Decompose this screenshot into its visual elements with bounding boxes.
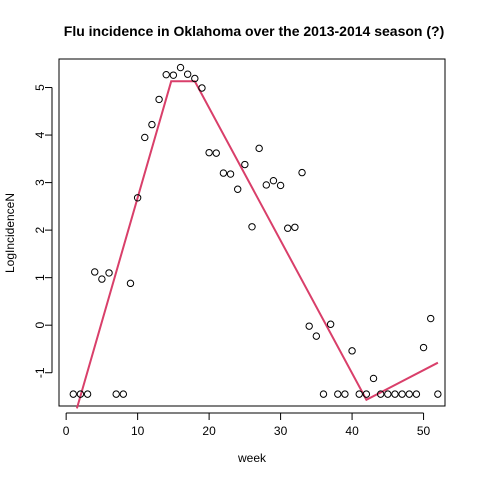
chart-title: Flu incidence in Oklahoma over the 2013-… [64,23,444,39]
data-point [327,321,333,327]
data-point [342,391,348,397]
data-point [306,323,312,329]
plot-frame [59,59,445,406]
data-point [313,333,319,339]
data-point [299,169,305,175]
data-point [84,391,90,397]
data-point [385,391,391,397]
data-point [199,85,205,91]
data-point [113,391,119,397]
data-point [356,391,362,397]
data-point [163,71,169,77]
data-point [70,391,76,397]
x-tick-label: 50 [417,424,431,438]
data-point [413,391,419,397]
data-point [127,280,133,286]
x-axis: 0 10 20 30 40 50 [63,413,431,438]
data-point [149,121,155,127]
y-axis: -1 0 1 2 3 4 5 [33,84,52,378]
data-point [277,182,283,188]
data-point [270,177,276,183]
x-tick-label: 40 [345,424,359,438]
data-point [256,145,262,151]
data-point [184,71,190,77]
data-point [242,161,248,167]
fit-line-layer [77,81,438,408]
data-point [99,276,105,282]
data-point [420,344,426,350]
data-point [292,224,298,230]
data-point [220,170,226,176]
y-axis-label: LogIncidenceN [3,193,17,273]
data-point [435,391,441,397]
data-point [170,72,176,78]
data-point [120,391,126,397]
data-point [92,269,98,275]
data-points [70,64,441,397]
x-axis-label: week [237,451,267,465]
x-tick-label: 0 [63,424,70,438]
data-point [142,134,148,140]
data-point [249,224,255,230]
data-point [177,64,183,70]
x-tick-label: 20 [202,424,216,438]
y-tick-label: 3 [33,179,47,186]
y-tick-label: 1 [33,274,47,281]
y-tick-label: 5 [33,84,47,91]
data-point [156,96,162,102]
data-point [213,150,219,156]
data-point [335,391,341,397]
y-tick-label: 2 [33,226,47,233]
data-point [263,182,269,188]
y-tick-label: -1 [33,367,47,378]
data-point [428,315,434,321]
data-point [106,270,112,276]
data-point [392,391,398,397]
data-point [399,391,405,397]
data-point [235,186,241,192]
data-point [227,171,233,177]
y-tick-label: 0 [33,322,47,329]
data-point [206,149,212,155]
fit-line [77,81,438,408]
x-tick-label: 30 [274,424,288,438]
data-point [406,391,412,397]
x-tick-label: 10 [131,424,145,438]
data-point [285,225,291,231]
y-tick-label: 4 [33,131,47,138]
data-point [349,348,355,354]
data-point [320,391,326,397]
data-point [370,375,376,381]
